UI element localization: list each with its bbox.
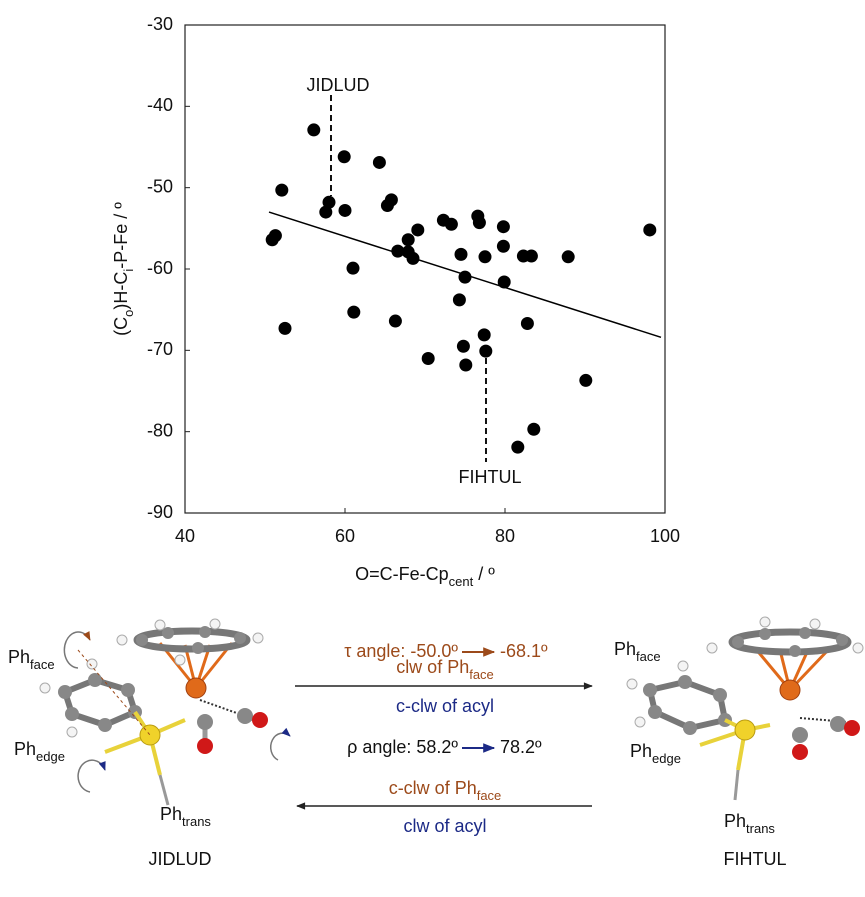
point xyxy=(347,262,360,275)
point xyxy=(338,150,351,163)
point xyxy=(373,156,386,169)
ph-face-label-part: Ph xyxy=(8,647,30,667)
molecule-name: JIDLUD xyxy=(148,849,211,869)
point xyxy=(643,223,656,236)
x-axis-label-part: O=C-Fe-Cp xyxy=(355,564,449,584)
rho-angle: 78.2º xyxy=(500,737,542,757)
rotation-label-part: clw of Ph xyxy=(396,657,469,677)
point xyxy=(473,216,486,229)
point xyxy=(579,374,592,387)
figure: -90-80-70-60-50-40-30406080100O=C-Fe-Cpc… xyxy=(0,0,865,897)
rho-angle: ρ angle: 58.2º xyxy=(347,737,458,757)
point xyxy=(275,184,288,197)
y-axis-label-part: o xyxy=(121,310,136,317)
y-tick-label: -50 xyxy=(147,176,173,196)
ph-edge-label-part: Ph xyxy=(630,741,652,761)
annotation: FIHTUL xyxy=(459,467,522,487)
point xyxy=(511,441,524,454)
y-tick-label: -80 xyxy=(147,420,173,440)
tau-angle: -68.1º xyxy=(500,641,548,661)
point xyxy=(453,293,466,306)
rotation-label-part: face xyxy=(469,667,494,682)
point xyxy=(459,358,472,371)
ph-trans-label-part: trans xyxy=(182,814,211,829)
x-axis-label-part: cent xyxy=(449,574,474,589)
point xyxy=(497,220,510,233)
rotation-label: clw of acyl xyxy=(403,816,486,836)
point xyxy=(402,233,415,246)
point xyxy=(562,250,575,263)
y-axis-label-part: -P-Fe / º xyxy=(111,202,131,269)
x-tick-label: 60 xyxy=(335,526,355,546)
y-tick-label: -90 xyxy=(147,502,173,522)
point xyxy=(279,322,292,335)
ph-trans-label-part: trans xyxy=(746,821,775,836)
x-tick-label: 40 xyxy=(175,526,195,546)
ph-edge-label-part: edge xyxy=(652,751,681,766)
point xyxy=(339,204,352,217)
point xyxy=(347,306,360,319)
point xyxy=(445,218,458,231)
rotation-label: clw of Phface xyxy=(396,657,494,682)
ph-face-label-part: face xyxy=(30,657,55,672)
point xyxy=(411,223,424,236)
y-tick-label: -40 xyxy=(147,95,173,115)
x-axis-label: O=C-Fe-Cpcent / º xyxy=(355,564,495,589)
ph-trans-label: Phtrans xyxy=(724,811,775,836)
point xyxy=(527,423,540,436)
ph-edge-label: Phedge xyxy=(630,741,681,766)
point xyxy=(319,206,332,219)
y-tick-label: -70 xyxy=(147,339,173,359)
rotation-label-part: face xyxy=(477,788,502,803)
rotation-label: c-clw of acyl xyxy=(396,696,494,716)
point xyxy=(457,340,470,353)
rotation-label: c-clw of Phface xyxy=(389,778,502,803)
ph-trans-label-part: Ph xyxy=(724,811,746,831)
x-tick-label: 100 xyxy=(650,526,680,546)
point xyxy=(385,193,398,206)
rotation-label-part: c-clw of Ph xyxy=(389,778,477,798)
point xyxy=(307,123,320,136)
point xyxy=(497,240,510,253)
x-tick-label: 80 xyxy=(495,526,515,546)
point xyxy=(407,252,420,265)
plot-frame xyxy=(185,25,665,513)
molecule-left xyxy=(40,619,290,805)
point xyxy=(478,328,491,341)
ph-face-label: Phface xyxy=(614,639,661,664)
annotation: JIDLUD xyxy=(306,75,369,95)
point xyxy=(521,317,534,330)
y-axis-label-part: )H-C xyxy=(111,272,131,310)
ph-face-label-part: Ph xyxy=(614,639,636,659)
ph-edge-label-part: edge xyxy=(36,749,65,764)
ph-face-label: Phface xyxy=(8,647,55,672)
point xyxy=(498,276,511,289)
ph-trans-label-part: Ph xyxy=(160,804,182,824)
y-axis-label: (Co)H-Ci-P-Fe / º xyxy=(111,202,136,336)
y-tick-label: -30 xyxy=(147,14,173,34)
point xyxy=(455,248,468,261)
point xyxy=(479,345,492,358)
point xyxy=(389,315,402,328)
molecule-right xyxy=(627,617,863,800)
ph-trans-label: Phtrans xyxy=(160,804,211,829)
x-axis-label-part: / º xyxy=(473,564,495,584)
ph-edge-label-part: Ph xyxy=(14,739,36,759)
y-tick-label: -60 xyxy=(147,258,173,278)
point xyxy=(269,229,282,242)
ph-edge-label: Phedge xyxy=(14,739,65,764)
point xyxy=(459,271,472,284)
point xyxy=(525,249,538,262)
point xyxy=(479,250,492,263)
molecule-name: FIHTUL xyxy=(724,849,787,869)
ph-face-label-part: face xyxy=(636,649,661,664)
point xyxy=(422,352,435,365)
y-axis-label-part: (C xyxy=(111,317,131,336)
